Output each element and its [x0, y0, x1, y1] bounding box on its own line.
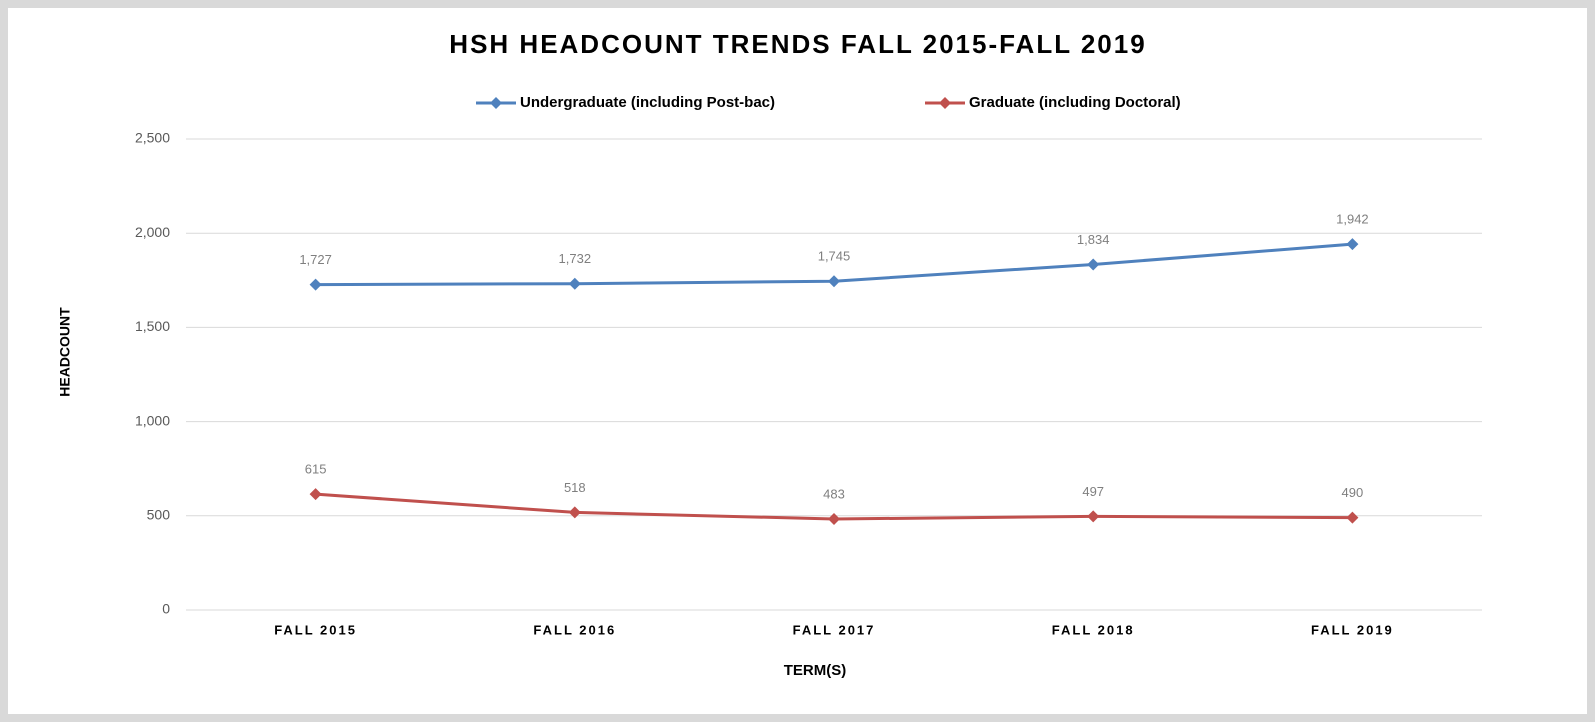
y-tick-label: 500 — [147, 507, 171, 523]
y-tick-label: 1,000 — [135, 412, 170, 428]
data-label: 518 — [564, 480, 586, 495]
x-axis-label: TERM(S) — [784, 662, 847, 679]
data-point — [828, 275, 840, 288]
data-point — [568, 277, 581, 290]
data-label: 497 — [1082, 484, 1104, 499]
y-tick-label: 2,500 — [135, 130, 170, 146]
y-tick-label: 2,000 — [135, 224, 170, 240]
x-tick-label: FALL 2016 — [533, 622, 616, 637]
data-point — [309, 278, 322, 291]
data-label: 1,942 — [1336, 212, 1369, 227]
legend-label: Graduate (including Doctoral) — [969, 94, 1181, 111]
data-label: 490 — [1342, 485, 1364, 500]
x-tick-label: FALL 2017 — [793, 622, 876, 637]
legend-marker — [490, 97, 502, 109]
x-tick-label: FALL 2018 — [1052, 622, 1135, 637]
data-point — [828, 513, 840, 526]
y-axis-label: HEADCOUNT — [57, 307, 73, 397]
data-point — [1087, 258, 1100, 271]
data-point — [1346, 511, 1359, 524]
data-label: 1,834 — [1077, 232, 1110, 247]
x-tick-label: FALL 2015 — [274, 622, 357, 637]
y-tick-label: 0 — [162, 601, 170, 617]
data-label: 1,732 — [559, 251, 592, 266]
data-label: 483 — [823, 486, 845, 501]
data-point — [1346, 238, 1359, 251]
data-point — [1087, 510, 1100, 523]
legend-marker — [939, 97, 951, 109]
data-label: 1,727 — [299, 252, 332, 267]
data-label: 615 — [305, 462, 327, 477]
y-tick-label: 1,500 — [135, 318, 170, 334]
legend-label: Undergraduate (including Post-bac) — [520, 94, 775, 111]
data-point — [568, 506, 581, 519]
chart-title: HSH HEADCOUNT TRENDS FALL 2015-FALL 2019 — [449, 29, 1146, 59]
data-point — [309, 488, 322, 501]
data-label: 1,745 — [818, 249, 851, 264]
x-tick-label: FALL 2019 — [1311, 622, 1394, 637]
